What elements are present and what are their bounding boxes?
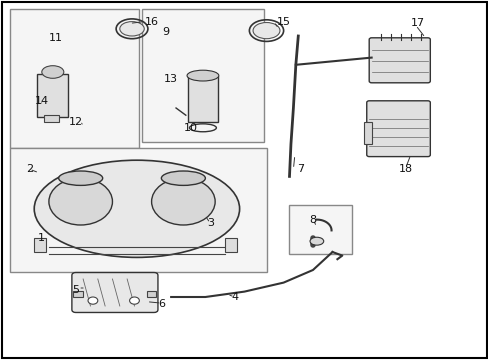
- Text: 5: 5: [72, 285, 79, 295]
- Bar: [146, 291, 156, 297]
- Ellipse shape: [59, 171, 102, 185]
- Ellipse shape: [41, 66, 63, 78]
- Bar: [37, 74, 68, 117]
- Circle shape: [129, 297, 139, 304]
- Bar: [288, 205, 351, 254]
- Bar: [10, 148, 266, 272]
- Text: 15: 15: [276, 17, 290, 27]
- Text: 14: 14: [35, 96, 48, 106]
- Text: 16: 16: [144, 17, 158, 27]
- Bar: [34, 238, 46, 252]
- Text: 7: 7: [297, 164, 304, 174]
- Text: 9: 9: [163, 27, 169, 37]
- FancyBboxPatch shape: [72, 273, 158, 312]
- Ellipse shape: [161, 171, 205, 185]
- Ellipse shape: [309, 237, 323, 245]
- Text: 12: 12: [69, 117, 82, 127]
- FancyBboxPatch shape: [368, 38, 429, 83]
- FancyBboxPatch shape: [366, 101, 429, 157]
- Bar: [10, 9, 139, 148]
- Text: 2: 2: [26, 164, 33, 174]
- Text: 3: 3: [206, 218, 213, 228]
- Circle shape: [88, 297, 98, 304]
- Text: 18: 18: [398, 164, 412, 174]
- Bar: [142, 9, 264, 142]
- Bar: [224, 238, 237, 252]
- Bar: [44, 115, 59, 122]
- Bar: [73, 291, 83, 297]
- Text: 6: 6: [158, 299, 164, 309]
- Text: 10: 10: [183, 123, 197, 133]
- Ellipse shape: [120, 22, 144, 36]
- Text: 4: 4: [231, 292, 238, 302]
- Text: 17: 17: [410, 18, 424, 28]
- Bar: [364, 122, 371, 144]
- Circle shape: [151, 178, 215, 225]
- Ellipse shape: [253, 22, 279, 39]
- Text: 1: 1: [38, 233, 45, 243]
- Text: 11: 11: [49, 33, 63, 43]
- Text: 13: 13: [164, 74, 178, 84]
- Ellipse shape: [186, 70, 219, 81]
- Bar: [188, 76, 217, 122]
- Text: 8: 8: [309, 215, 316, 225]
- Circle shape: [49, 178, 112, 225]
- Ellipse shape: [34, 160, 239, 257]
